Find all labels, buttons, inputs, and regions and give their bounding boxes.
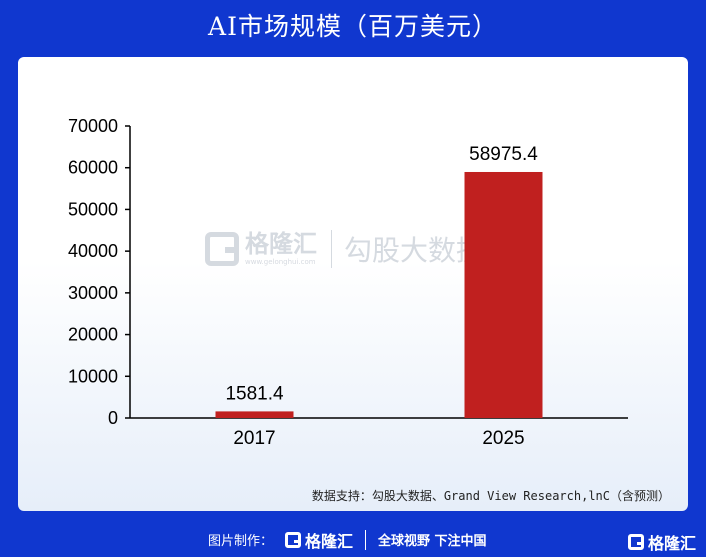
corner-logo: 格隆汇: [616, 530, 696, 554]
gelonghui-logo-icon: [205, 232, 239, 266]
bar: [464, 171, 543, 418]
made-by-label: 图片制作：: [208, 534, 274, 549]
watermark-brand: 格隆汇: [245, 230, 317, 258]
y-tick-label: 20000: [68, 325, 118, 345]
footer-slogan: 全球视野 下注中国: [378, 534, 487, 549]
watermark-site: www.gelonghui.com: [245, 258, 316, 266]
footer-divider: [365, 529, 367, 550]
chart-title: AI市场规模（百万美元）: [208, 12, 498, 41]
y-tick-label: 40000: [68, 241, 118, 261]
y-tick-label: 60000: [68, 158, 118, 178]
footer-logo-icon: [285, 531, 302, 548]
watermark-divider: [331, 230, 332, 268]
x-tick-label: 2025: [482, 428, 524, 449]
source-note: 数据支持：勾股大数据、Grand View Research,lnC（含预测）: [311, 489, 670, 503]
y-tick-label: 0: [108, 408, 118, 428]
y-tick-label: 70000: [68, 116, 118, 136]
title-bar: AI市场规模（百万美元）: [0, 0, 706, 50]
footer-brand: 格隆汇: [305, 531, 354, 551]
bar: [215, 411, 294, 418]
watermark-text: 勾股大数据: [344, 234, 485, 267]
bar-data-label: 58975.4: [469, 144, 538, 165]
y-tick-label: 30000: [68, 283, 118, 303]
watermark-brand-block: 格隆汇 www.gelonghui.com: [245, 232, 317, 266]
bar-data-label: 1581.4: [225, 383, 284, 404]
y-tick-label: 10000: [68, 366, 118, 386]
corner-brand: 格隆汇: [647, 534, 696, 553]
footer: 图片制作： 格隆汇 全球视野 下注中国: [0, 522, 706, 557]
y-tick-label: 50000: [68, 199, 118, 219]
x-tick-label: 2017: [233, 428, 275, 449]
corner-logo-icon: [627, 534, 644, 550]
watermark: 格隆汇 www.gelonghui.com 勾股大数据: [205, 228, 484, 270]
